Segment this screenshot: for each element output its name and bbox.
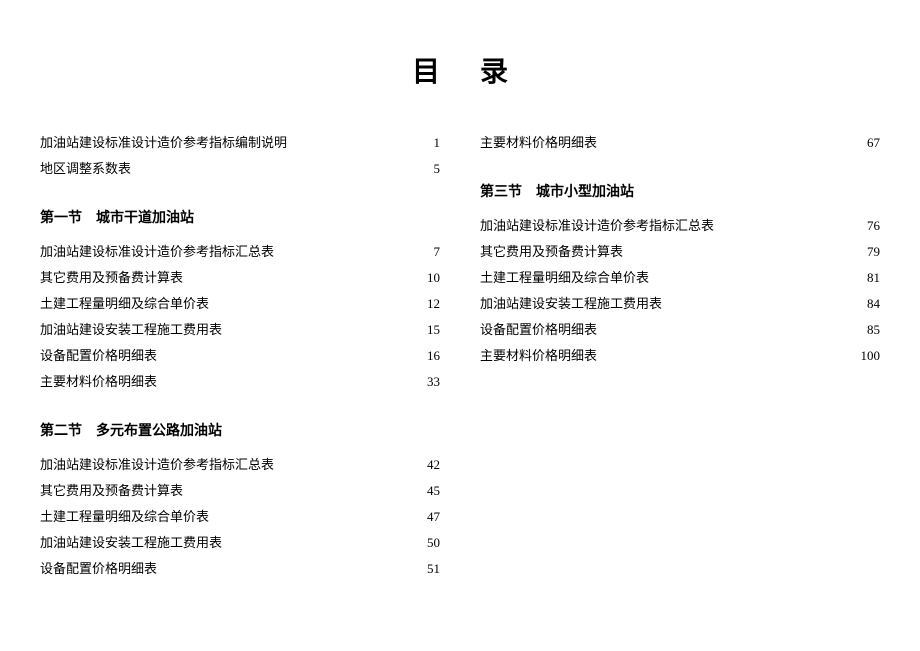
toc-label: 主要材料价格明细表: [480, 343, 597, 369]
section-heading: 第一节 城市干道加油站: [40, 207, 440, 227]
toc-columns: 加油站建设标准设计造价参考指标编制说明 1 地区调整系数表 5 第一节 城市干道…: [40, 130, 880, 582]
toc-leader: [278, 468, 423, 469]
toc-entry: 加油站建设安装工程施工费用表 15: [40, 317, 440, 343]
toc-label: 土建工程量明细及综合单价表: [480, 265, 649, 291]
toc-leader: [718, 229, 863, 230]
toc-leader: [601, 146, 863, 147]
toc-page: 12: [427, 291, 440, 317]
section-3: 第三节 城市小型加油站 加油站建设标准设计造价参考指标汇总表 76 其它费用及预…: [480, 181, 880, 369]
toc-leader: [627, 255, 863, 256]
left-column: 加油站建设标准设计造价参考指标编制说明 1 地区调整系数表 5 第一节 城市干道…: [40, 130, 440, 582]
toc-label: 加油站建设标准设计造价参考指标汇总表: [40, 452, 274, 478]
toc-leader: [161, 572, 423, 573]
toc-label: 设备配置价格明细表: [480, 317, 597, 343]
section-2: 第二节 多元布置公路加油站 加油站建设标准设计造价参考指标汇总表 42 其它费用…: [40, 420, 440, 582]
toc-entry: 其它费用及预备费计算表 79: [480, 239, 880, 265]
toc-entry: 其它费用及预备费计算表 45: [40, 478, 440, 504]
toc-page: 51: [427, 556, 440, 582]
toc-page: 15: [427, 317, 440, 343]
toc-leader: [278, 255, 429, 256]
toc-label: 其它费用及预备费计算表: [480, 239, 623, 265]
toc-leader: [187, 281, 423, 282]
toc-label: 主要材料价格明细表: [480, 130, 597, 156]
toc-leader: [213, 307, 423, 308]
toc-page: 67: [867, 130, 880, 156]
toc-entry: 加油站建设标准设计造价参考指标编制说明 1: [40, 130, 440, 156]
toc-entry: 土建工程量明细及综合单价表 47: [40, 504, 440, 530]
toc-entry: 地区调整系数表 5: [40, 156, 440, 182]
toc-entry: 加油站建设标准设计造价参考指标汇总表 42: [40, 452, 440, 478]
toc-leader: [291, 146, 429, 147]
toc-label: 加油站建设标准设计造价参考指标汇总表: [40, 239, 274, 265]
toc-label: 加油站建设标准设计造价参考指标汇总表: [480, 213, 714, 239]
toc-entry: 土建工程量明细及综合单价表 81: [480, 265, 880, 291]
toc-entry: 土建工程量明细及综合单价表 12: [40, 291, 440, 317]
page-title: 目录: [40, 50, 880, 90]
right-top-entries: 主要材料价格明细表 67: [480, 130, 880, 156]
toc-entry: 主要材料价格明细表 100: [480, 343, 880, 369]
toc-entry: 主要材料价格明细表 33: [40, 369, 440, 395]
toc-leader: [161, 385, 423, 386]
toc-leader: [601, 333, 863, 334]
toc-leader: [161, 359, 423, 360]
toc-entry: 主要材料价格明细表 67: [480, 130, 880, 156]
toc-leader: [135, 172, 429, 173]
toc-leader: [653, 281, 863, 282]
toc-entry: 加油站建设标准设计造价参考指标汇总表 76: [480, 213, 880, 239]
toc-label: 加油站建设安装工程施工费用表: [40, 530, 222, 556]
toc-label: 土建工程量明细及综合单价表: [40, 504, 209, 530]
toc-page: 84: [867, 291, 880, 317]
toc-leader: [226, 333, 423, 334]
section-heading: 第二节 多元布置公路加油站: [40, 420, 440, 440]
section-heading: 第三节 城市小型加油站: [480, 181, 880, 201]
toc-page: 100: [861, 343, 881, 369]
toc-label: 设备配置价格明细表: [40, 343, 157, 369]
toc-label: 加油站建设标准设计造价参考指标编制说明: [40, 130, 287, 156]
toc-label: 主要材料价格明细表: [40, 369, 157, 395]
toc-label: 加油站建设安装工程施工费用表: [40, 317, 222, 343]
toc-page: 33: [427, 369, 440, 395]
toc-page: 45: [427, 478, 440, 504]
toc-page: 10: [427, 265, 440, 291]
toc-leader: [666, 307, 863, 308]
toc-leader: [226, 546, 423, 547]
toc-label: 其它费用及预备费计算表: [40, 265, 183, 291]
toc-leader: [213, 520, 423, 521]
toc-label: 土建工程量明细及综合单价表: [40, 291, 209, 317]
toc-entry: 设备配置价格明细表 16: [40, 343, 440, 369]
toc-label: 地区调整系数表: [40, 156, 131, 182]
toc-page: 5: [434, 156, 441, 182]
right-column: 主要材料价格明细表 67 第三节 城市小型加油站 加油站建设标准设计造价参考指标…: [480, 130, 880, 582]
toc-leader: [601, 359, 856, 360]
toc-label: 其它费用及预备费计算表: [40, 478, 183, 504]
toc-leader: [187, 494, 423, 495]
toc-page: 16: [427, 343, 440, 369]
toc-entry: 其它费用及预备费计算表 10: [40, 265, 440, 291]
toc-page: 1: [434, 130, 441, 156]
toc-page: 79: [867, 239, 880, 265]
toc-entry: 加油站建设标准设计造价参考指标汇总表 7: [40, 239, 440, 265]
intro-entries: 加油站建设标准设计造价参考指标编制说明 1 地区调整系数表 5: [40, 130, 440, 182]
toc-page: 85: [867, 317, 880, 343]
toc-page: 76: [867, 213, 880, 239]
toc-page: 81: [867, 265, 880, 291]
toc-label: 加油站建设安装工程施工费用表: [480, 291, 662, 317]
toc-page: 7: [434, 239, 441, 265]
toc-label: 设备配置价格明细表: [40, 556, 157, 582]
toc-entry: 设备配置价格明细表 85: [480, 317, 880, 343]
toc-page: 50: [427, 530, 440, 556]
toc-page: 42: [427, 452, 440, 478]
toc-entry: 设备配置价格明细表 51: [40, 556, 440, 582]
section-1: 第一节 城市干道加油站 加油站建设标准设计造价参考指标汇总表 7 其它费用及预备…: [40, 207, 440, 395]
toc-entry: 加油站建设安装工程施工费用表 50: [40, 530, 440, 556]
toc-page: 47: [427, 504, 440, 530]
toc-entry: 加油站建设安装工程施工费用表 84: [480, 291, 880, 317]
